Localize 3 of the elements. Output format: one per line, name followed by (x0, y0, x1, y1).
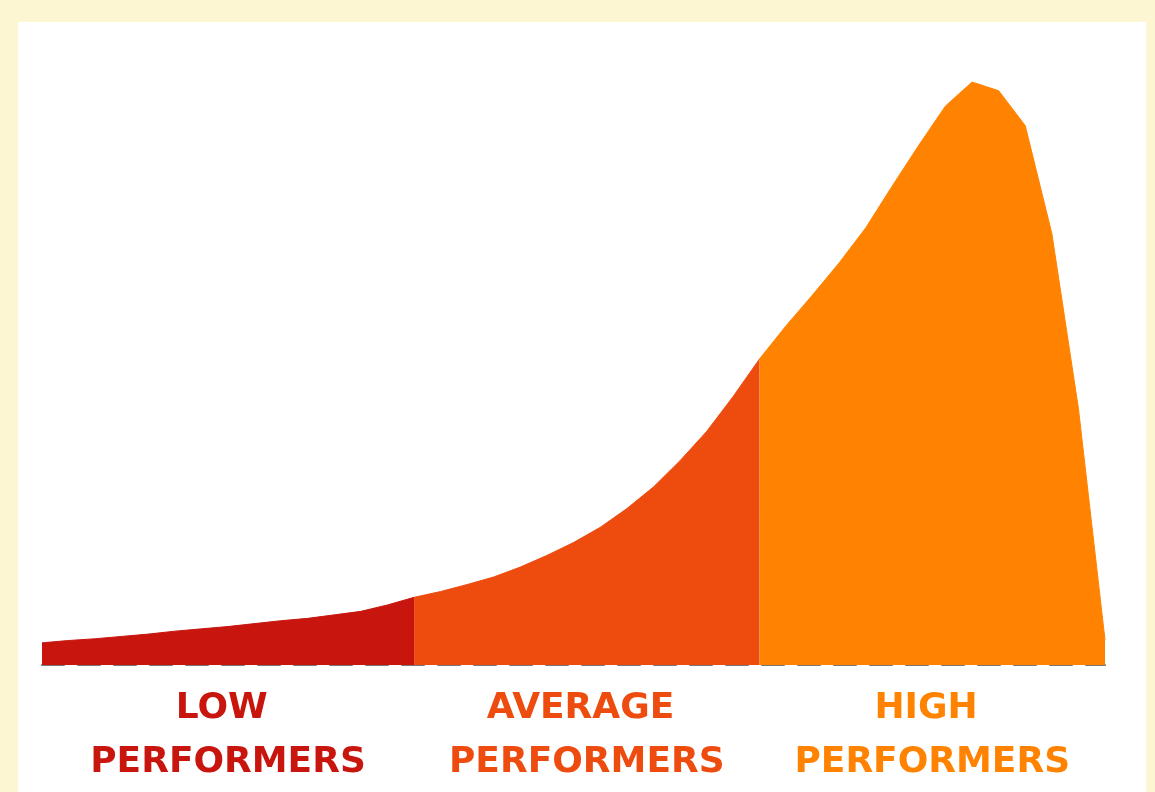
series-label: AVERAGE PERFORMERS (448, 684, 725, 780)
series-label: HIGH PERFORMERS (794, 684, 1071, 780)
series-label: LOW PERFORMERS (90, 684, 366, 780)
